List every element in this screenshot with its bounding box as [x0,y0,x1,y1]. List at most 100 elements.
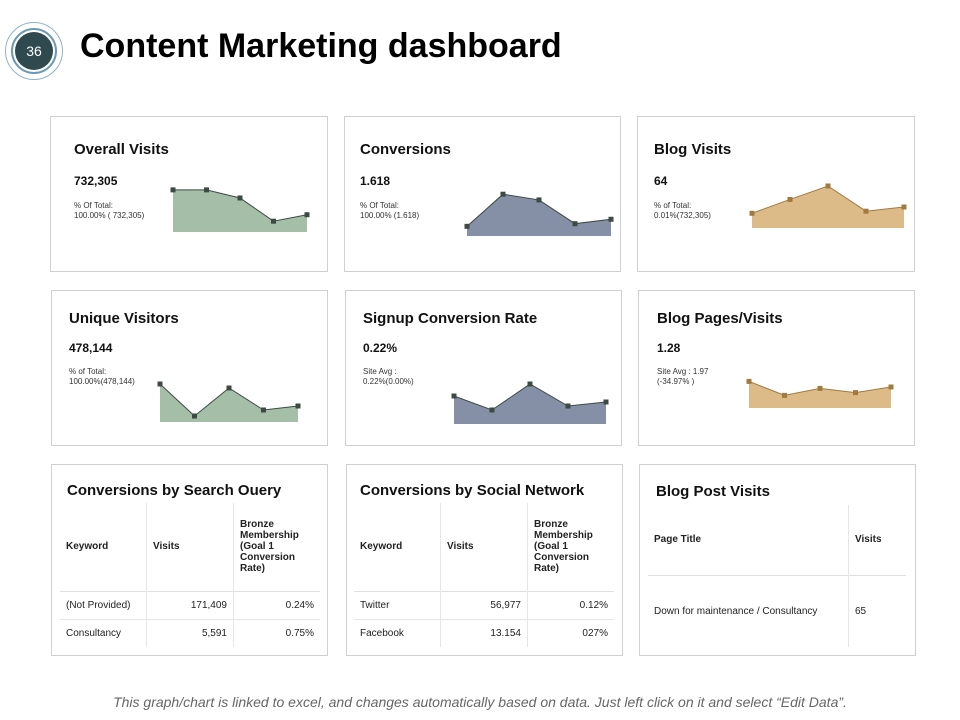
card-subtext-value: 100.00% (1.618) [360,211,420,220]
sparkline-point [489,407,495,413]
column-header-visits: Visits [848,505,906,575]
sparkline-point [192,413,197,419]
cell-rate: 0.75% [233,619,320,647]
card-overall-visits: Overall Visits 732,305 % Of Total: 100.0… [50,116,328,272]
card-subtext: Site Avg : 0.22%(0.00%) [363,367,414,387]
cell-rate: 027% [527,619,614,647]
cell-keyword: Facebook [360,627,404,639]
card-subtext: % Of Total: 100.00% ( 732,305) [74,201,144,221]
cell-visits: 5,591 [146,619,234,647]
card-subtext: % of Total: 0.01%(732,305) [654,201,711,221]
card-title: Unique Visitors [69,310,179,327]
sparkline-point [204,187,209,193]
search-query-table: Keyword Visits Bronze Membership (Goal 1… [60,503,320,647]
sparkline-blog-visits [749,183,907,228]
sparkline-point [825,183,831,189]
sparkline-point [226,385,232,391]
table-row: Twitter 56,977 0.12% [354,591,614,619]
sparkline-area [749,381,891,408]
card-subtext-value: 100.00%(478,144) [69,377,135,386]
column-header-visits: Visits [146,503,234,591]
card-subtext-label: % of Total: [69,367,107,376]
cell-keyword: Consultancy [66,627,122,639]
sparkline-area [454,384,606,424]
sparkline-point [170,187,176,193]
card-title: Blog Pages/Visits [657,310,783,327]
sparkline-point [261,407,266,413]
sparkline-point [853,390,858,396]
card-value: 0.22% [363,341,398,355]
cell-visits: 13.154 [440,619,528,647]
card-title: Conversions by Search Ouery [67,482,282,499]
cell-keyword: (Not Provided) [66,599,131,611]
column-header-visits: Visits [440,503,528,591]
sparkline-point [157,381,163,387]
sparkline-point [271,218,276,224]
card-subtext-label: % Of Total: [74,201,113,210]
sparkline-point [863,208,869,214]
cell-visits: 171,409 [146,591,234,619]
sparkline-point [500,191,506,197]
sparkline-point [782,392,787,398]
slide-number-ring: 36 [11,28,57,74]
card-value: 64 [654,174,668,188]
sparkline-point [603,399,609,405]
sparkline-point [888,384,894,390]
table-header-row: Keyword Visits Bronze Membership (Goal 1… [354,503,614,591]
sparkline-point [304,212,310,218]
card-subtext-value: 0.01%(732,305) [654,211,711,220]
card-conversions: Conversions 1.618 % Of Total: 100.00% (1… [344,116,621,272]
card-title: Conversions [360,141,451,158]
column-header-conversion-rate: Bronze Membership (Goal 1 Conversion Rat… [527,503,614,591]
card-value: 1.618 [360,174,391,188]
column-header-keyword: Keyword [360,541,403,553]
card-title: Blog Visits [654,141,732,158]
sparkline-conversions [464,191,614,236]
sparkline-unique-visitors [157,381,301,422]
cell-visits: 65 [848,575,906,647]
sparkline-point [608,216,614,222]
sparkline-area [752,186,904,228]
sparkline-point [536,197,542,203]
card-subtext: % Of Total: 100.00% (1.618) [360,201,419,221]
card-title: Overall Visits [74,141,169,158]
card-value: 732,305 [74,174,118,188]
card-subtext: Site Avg : 1.97 (-34.97% ) [657,367,708,387]
sparkline-point [901,204,907,210]
sparkline-point [295,403,301,409]
sparkline-point [746,378,752,384]
table-header-row: Page Title Visits [648,505,906,575]
footer-note: This graph/chart is linked to excel, and… [113,694,847,710]
card-unique-visitors: Unique Visitors 478,144 % of Total: 100.… [51,290,328,446]
card-subtext-label: % Of Total: [360,201,399,210]
sparkline-blog-pages-visits [746,378,894,408]
card-blog-pages-visits: Blog Pages/Visits 1.28 Site Avg : 1.97 (… [638,290,915,446]
card-value: 1.28 [657,341,681,355]
sparkline-overall-visits [170,187,310,232]
sparkline-point [527,381,533,387]
card-blog-visits: Blog Visits 64 % of Total: 0.01%(732,305… [637,116,915,272]
sparkline-point [237,195,243,201]
sparkline-point [464,223,470,229]
column-header-page-title: Page Title [654,534,702,546]
cell-rate: 0.12% [527,591,614,619]
cell-rate: 0.24% [233,591,320,619]
card-subtext: % of Total: 100.00%(478,144) [69,367,135,387]
card-title: Blog Post Visits [656,483,770,500]
table-header-row: Keyword Visits Bronze Membership (Goal 1… [60,503,320,591]
card-title: Conversions by Social Network [360,482,585,499]
slide-number-badge: 36 [5,22,63,80]
column-header-keyword: Keyword [66,541,109,553]
page-title: Content Marketing dashboard [80,27,562,65]
cell-keyword: Twitter [360,599,390,611]
table-row: Facebook 13.154 027% [354,619,614,647]
card-value: 478,144 [69,341,113,355]
table-row: Down for maintenance / Consultancy 65 [648,575,906,647]
card-subtext-label: Site Avg : 1.97 [657,367,709,376]
card-signup-conversion-rate: Signup Conversion Rate 0.22% Site Avg : … [345,290,622,446]
sparkline-point [787,196,793,202]
card-social-network: Conversions by Social Network Keyword Vi… [346,464,623,656]
card-subtext-label: Site Avg : [363,367,397,376]
card-title: Signup Conversion Rate [363,310,538,327]
social-network-table: Keyword Visits Bronze Membership (Goal 1… [354,503,614,647]
